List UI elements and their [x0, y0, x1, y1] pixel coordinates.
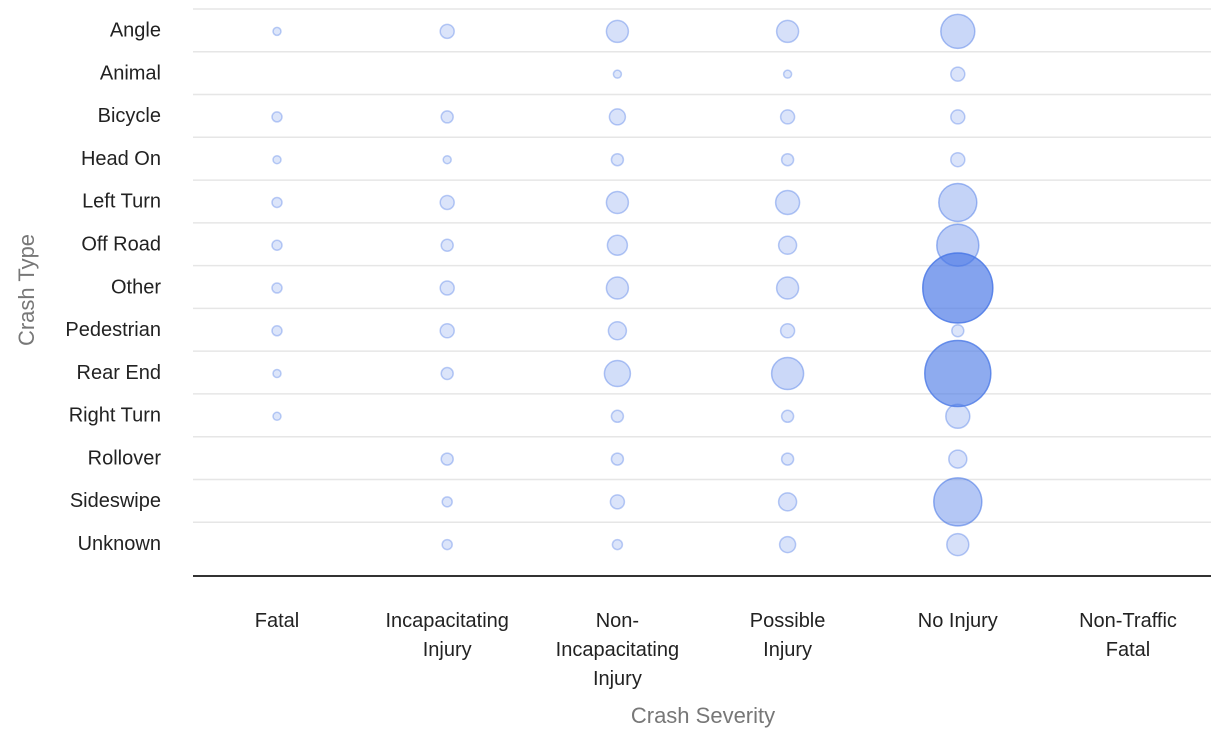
y-tick-label: Rear End [77, 362, 162, 384]
y-tick-label: Sideswipe [70, 490, 161, 512]
bubble [271, 282, 283, 294]
bubble [780, 452, 795, 466]
y-tick-label: Head On [81, 148, 161, 170]
bubble [945, 403, 971, 430]
bubble [439, 280, 455, 296]
bubble [605, 190, 630, 215]
bubble [439, 323, 455, 339]
bubble [778, 535, 797, 554]
bubble [272, 154, 282, 165]
bubble [950, 66, 966, 82]
bubble [441, 496, 453, 508]
bubble [271, 196, 283, 209]
bubble [272, 26, 282, 37]
y-tick-label: Pedestrian [65, 319, 161, 341]
bubble [948, 449, 968, 469]
y-tick-label: Left Turn [82, 191, 161, 213]
bubble [780, 409, 795, 424]
y-tick-label: Bicycle [98, 105, 161, 127]
bubble [777, 492, 798, 512]
bubble [605, 276, 630, 300]
bubble [272, 368, 282, 379]
bubble [950, 109, 966, 125]
bubble [272, 411, 282, 422]
bubble [950, 151, 966, 168]
bubble [608, 108, 627, 126]
y-tick-label: Rollover [88, 447, 162, 469]
bubble [440, 366, 454, 381]
x-tick-label: Possible Injury [749, 610, 826, 661]
bubble [774, 189, 801, 216]
bubble [924, 339, 992, 408]
bubble [775, 276, 800, 300]
bubble [777, 235, 798, 255]
x-axis-title: Crash Severity [631, 703, 775, 728]
bubble [782, 69, 793, 79]
bubble [271, 239, 283, 251]
bubble [612, 69, 623, 79]
x-tick-label: No Injury [917, 610, 998, 632]
bubble [607, 321, 628, 341]
y-tick-label: Animal [100, 62, 161, 84]
bubble [775, 19, 800, 44]
bubble [603, 359, 632, 388]
y-tick-label: Unknown [78, 533, 161, 555]
bubble [610, 409, 625, 424]
bubble [610, 152, 625, 167]
bubble [779, 109, 796, 125]
bubble [441, 538, 453, 551]
bubble [779, 323, 796, 339]
bubble [951, 324, 965, 338]
bubble [439, 194, 455, 211]
bubble [440, 452, 454, 466]
bubble [780, 152, 795, 167]
x-tick-label: Non- Incapacitating Injury [555, 610, 680, 690]
bubble [439, 23, 455, 40]
bubble [770, 356, 805, 391]
x-tick-label: Fatal [254, 610, 300, 632]
y-tick-label: Off Road [81, 234, 161, 256]
bubble [946, 532, 970, 557]
bubble [440, 238, 454, 252]
bubble [440, 110, 454, 124]
bubble [442, 154, 452, 165]
bubble [610, 452, 625, 466]
bubble [605, 19, 630, 44]
bubble [271, 325, 283, 337]
bubble [606, 234, 629, 256]
y-tick-label: Right Turn [69, 405, 161, 427]
bubble [922, 252, 994, 324]
bubble [609, 494, 626, 510]
y-tick-label: Angle [110, 20, 161, 42]
bubble [271, 111, 283, 123]
y-tick-label: Other [111, 276, 161, 298]
bubble [938, 182, 978, 223]
y-axis-title: Crash Type [14, 234, 39, 346]
x-tick-label: Non-Traffic Fatal [1079, 610, 1177, 661]
bubble [940, 13, 976, 50]
bubble [933, 477, 983, 527]
x-tick-label: Incapacitating Injury [385, 610, 509, 661]
bubble [611, 538, 624, 551]
